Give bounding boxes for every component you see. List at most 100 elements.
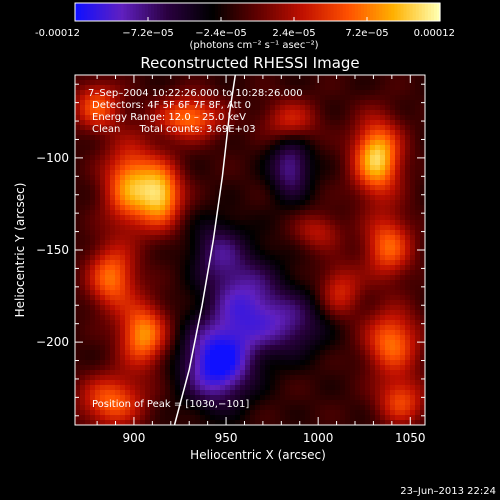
heatmap-cell	[140, 250, 146, 256]
heatmap-cell	[210, 105, 216, 111]
heatmap-cell	[140, 75, 146, 81]
heatmap-cell	[100, 340, 106, 346]
heatmap-cell	[190, 330, 196, 336]
heatmap-cell	[185, 205, 191, 211]
heatmap-cell	[305, 300, 311, 306]
heatmap-cell	[285, 145, 291, 151]
heatmap-cell	[155, 270, 161, 276]
heatmap-cell	[340, 390, 346, 396]
heatmap-cell	[395, 140, 401, 146]
heatmap-cell	[145, 90, 151, 96]
heatmap-cell	[310, 250, 316, 256]
heatmap-cell	[400, 405, 406, 411]
heatmap-cell	[240, 160, 246, 166]
heatmap-cell	[210, 155, 216, 161]
heatmap-cell	[110, 330, 116, 336]
heatmap-cell	[355, 290, 361, 296]
heatmap-cell	[255, 125, 261, 131]
heatmap-cell	[310, 175, 316, 181]
heatmap-cell	[350, 135, 356, 141]
heatmap-cell	[265, 395, 271, 401]
heatmap-cell	[145, 105, 151, 111]
heatmap-cell	[260, 370, 266, 376]
heatmap-cell	[125, 345, 131, 351]
heatmap-cell	[345, 355, 351, 361]
heatmap-cell	[150, 240, 156, 246]
heatmap-cell	[165, 255, 171, 261]
heatmap-cell	[345, 135, 351, 141]
heatmap-cell	[375, 185, 381, 191]
heatmap-cell	[95, 75, 101, 81]
heatmap-cell	[270, 360, 276, 366]
heatmap-cell	[400, 115, 406, 121]
heatmap-cell	[380, 245, 386, 251]
heatmap-cell	[225, 140, 231, 146]
heatmap-cell	[395, 235, 401, 241]
heatmap-cell	[355, 415, 361, 421]
heatmap-cell	[190, 280, 196, 286]
heatmap-cell	[385, 255, 391, 261]
heatmap-cell	[275, 375, 281, 381]
heatmap-cell	[420, 265, 425, 271]
heatmap-cell	[330, 160, 336, 166]
heatmap-cell	[370, 100, 376, 106]
heatmap-cell	[140, 160, 146, 166]
heatmap-cell	[285, 320, 291, 326]
heatmap-cell	[345, 270, 351, 276]
heatmap-cell	[345, 295, 351, 301]
heatmap-cell	[385, 180, 391, 186]
heatmap-cell	[250, 380, 256, 386]
heatmap-cell	[340, 280, 346, 286]
heatmap-cell	[355, 275, 361, 281]
heatmap-cell	[90, 415, 96, 421]
heatmap-cell	[130, 290, 136, 296]
heatmap-cell	[105, 355, 111, 361]
colorbar-cell	[205, 3, 210, 21]
heatmap-cell	[180, 125, 186, 131]
heatmap-cell	[160, 230, 166, 236]
heatmap-cell	[340, 180, 346, 186]
heatmap-cell	[345, 230, 351, 236]
heatmap-cell	[225, 320, 231, 326]
heatmap-cell	[380, 405, 386, 411]
heatmap-cell	[170, 175, 176, 181]
heatmap-cell	[200, 200, 206, 206]
heatmap-cell	[385, 340, 391, 346]
heatmap-cell	[405, 380, 411, 386]
heatmap-cell	[305, 305, 311, 311]
heatmap-cell	[75, 205, 81, 211]
heatmap-cell	[310, 220, 316, 226]
heatmap-cell	[270, 340, 276, 346]
heatmap-cell	[360, 190, 366, 196]
heatmap-cell	[195, 275, 201, 281]
heatmap-cell	[120, 385, 126, 391]
heatmap-cell	[315, 285, 321, 291]
heatmap-cell	[85, 310, 91, 316]
heatmap-cell	[390, 265, 396, 271]
heatmap-cell	[170, 400, 176, 406]
heatmap-cell	[75, 240, 81, 246]
heatmap-cell	[415, 250, 421, 256]
heatmap-cell	[95, 340, 101, 346]
heatmap-cell	[330, 115, 336, 121]
heatmap-cell	[100, 335, 106, 341]
heatmap-cell	[290, 310, 296, 316]
chart-title: Reconstructed RHESSI Image	[140, 54, 359, 72]
heatmap-cell	[155, 370, 161, 376]
heatmap-cell	[160, 85, 166, 91]
heatmap-cell	[380, 330, 386, 336]
heatmap-cell	[270, 375, 276, 381]
heatmap-cell	[105, 330, 111, 336]
heatmap-cell	[115, 305, 121, 311]
heatmap-cell	[125, 415, 131, 421]
heatmap-cell	[190, 105, 196, 111]
heatmap-cell	[230, 230, 236, 236]
heatmap-cell	[280, 315, 286, 321]
heatmap-cell	[335, 410, 341, 416]
heatmap-cell	[335, 275, 341, 281]
heatmap-cell	[405, 320, 411, 326]
heatmap-cell	[145, 110, 151, 116]
heatmap-cell	[365, 250, 371, 256]
heatmap-cell	[75, 130, 81, 136]
heatmap-cell	[175, 270, 181, 276]
